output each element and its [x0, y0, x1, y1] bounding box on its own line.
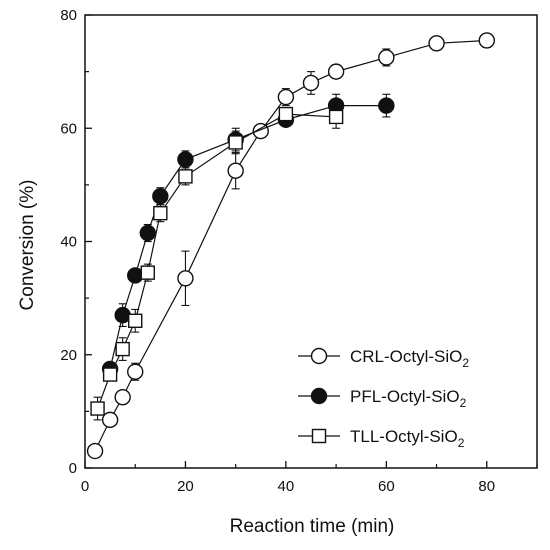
- data-point: [139, 224, 156, 242]
- data-point: [177, 151, 194, 168]
- x-tick-label: 40: [278, 478, 295, 495]
- data-point: [101, 411, 119, 429]
- y-tick-label: 0: [69, 460, 77, 477]
- y-tick-label: 60: [60, 120, 77, 137]
- legend-label: CRL-Octyl-SiO2: [350, 347, 469, 370]
- legend-marker: [310, 347, 328, 365]
- data-point: [428, 35, 445, 52]
- y-tick-label: 40: [60, 234, 77, 251]
- data-point: [302, 74, 320, 92]
- data-point: [328, 109, 344, 125]
- legend-marker: [311, 428, 327, 444]
- data-point: [228, 135, 243, 150]
- legend-marker: [310, 387, 328, 405]
- data-point: [127, 267, 144, 284]
- y-tick-label: 80: [60, 7, 77, 24]
- data-point: [378, 97, 395, 114]
- data-point: [140, 265, 155, 280]
- data-point: [178, 169, 193, 184]
- data-point: [252, 122, 269, 140]
- data-point: [115, 341, 130, 357]
- data-point: [127, 363, 144, 380]
- data-point: [128, 313, 143, 328]
- data-point: [114, 306, 131, 324]
- series-2: [101, 93, 395, 378]
- y-tick-label: 20: [60, 347, 77, 364]
- data-point: [278, 106, 294, 122]
- legend-label: PFL-Octyl-SiO2: [350, 387, 467, 410]
- x-tick-label: 0: [81, 478, 89, 495]
- data-point: [277, 88, 295, 106]
- data-point: [90, 401, 105, 416]
- data-point: [177, 270, 194, 287]
- legend-item-3: TLL-Octyl-SiO2: [298, 427, 465, 450]
- x-tick-label: 80: [478, 478, 495, 495]
- data-point: [86, 442, 104, 460]
- series-1: [86, 32, 495, 460]
- data-point: [478, 32, 495, 49]
- data-point: [153, 205, 168, 221]
- legend-item-2: PFL-Octyl-SiO2: [298, 387, 467, 410]
- series-layer: [86, 32, 495, 460]
- legend-label: TLL-Octyl-SiO2: [350, 427, 465, 450]
- series-line: [109, 104, 387, 370]
- data-point: [378, 49, 395, 66]
- data-point: [152, 187, 169, 205]
- series-3: [90, 105, 344, 421]
- data-point: [227, 162, 244, 179]
- legend: CRL-Octyl-SiO2 PFL-Octyl-SiO2 TLL-Octyl-Si…: [298, 347, 469, 450]
- x-tick-label: 20: [177, 478, 194, 495]
- x-tick-label: 60: [378, 478, 395, 495]
- data-point: [327, 63, 345, 80]
- x-axis-title: Reaction time (min): [230, 516, 395, 537]
- axis-ticks: 0 20 40 60 80 0 20 40 60 80: [60, 7, 538, 495]
- data-point: [102, 367, 118, 382]
- series-line: [96, 113, 337, 409]
- legend-item-1: CRL-Octyl-SiO2: [298, 347, 469, 370]
- y-axis-title: Conversion (%): [17, 180, 38, 311]
- data-point: [114, 389, 131, 406]
